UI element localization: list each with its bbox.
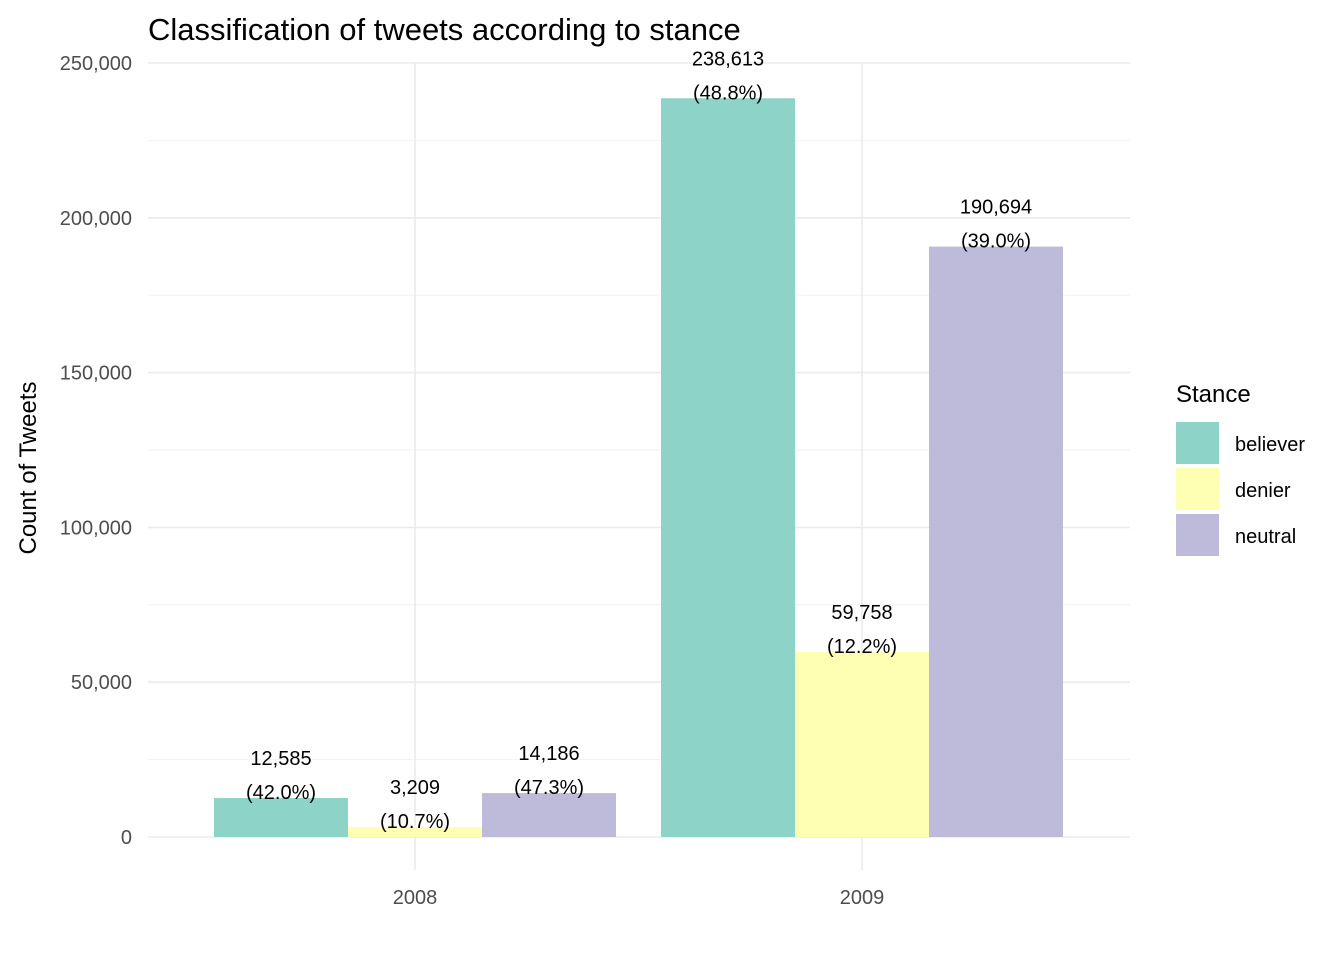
- data-label-count: 12,585: [250, 748, 311, 770]
- x-tick-label: 2009: [840, 887, 885, 909]
- data-labels: 12,585 (42.0%) 238,613 (48.8%) 3,209 (10.7%) 5…: [246, 48, 1032, 833]
- chart-title: Classification of tweets according to st…: [148, 12, 741, 47]
- data-label-percent: (48.8%): [693, 82, 763, 104]
- bar-neutral-2008: [482, 793, 616, 837]
- y-tick-label: 250,000: [60, 53, 132, 75]
- bar-denier-2008: [348, 827, 482, 837]
- legend-label-denier: denier: [1235, 480, 1291, 502]
- data-label-percent: (47.3%): [514, 777, 584, 799]
- y-tick-label: 150,000: [60, 363, 132, 385]
- legend-key-denier: [1176, 468, 1219, 510]
- y-axis-label: Count of Tweets: [15, 382, 42, 555]
- legend-key-neutral: [1176, 514, 1219, 556]
- data-label-percent: (12.2%): [827, 636, 897, 658]
- x-tick-label: 2008: [393, 887, 438, 909]
- legend-title: Stance: [1176, 381, 1251, 408]
- y-tick-label: 200,000: [60, 208, 132, 230]
- y-tick-label: 100,000: [60, 517, 132, 539]
- data-label-count: 59,758: [831, 602, 892, 624]
- y-axis: 0 50,000 100,000 150,000 200,000 250,000: [60, 53, 132, 849]
- data-label-percent: (42.0%): [246, 782, 316, 804]
- bar-believer-2008: [214, 798, 348, 837]
- data-label-count: 3,209: [390, 777, 440, 799]
- data-label-count: 190,694: [960, 197, 1032, 219]
- bars: [214, 98, 1063, 837]
- data-label-count: 238,613: [692, 48, 764, 70]
- y-tick-label: 50,000: [71, 672, 132, 694]
- data-label-percent: (39.0%): [961, 231, 1031, 253]
- data-label-percent: (10.7%): [380, 811, 450, 833]
- bar-neutral-2009: [929, 246, 1063, 837]
- bar-believer-2009: [661, 98, 795, 837]
- y-tick-label: 0: [121, 827, 132, 849]
- legend-label-neutral: neutral: [1235, 526, 1296, 548]
- legend-label-believer: believer: [1235, 434, 1305, 456]
- data-label-count: 14,186: [518, 743, 579, 765]
- x-axis: 2008 2009: [393, 887, 885, 909]
- legend-key-believer: [1176, 422, 1219, 464]
- bar-denier-2009: [795, 651, 929, 837]
- legend: Stance believer denier neutral: [1176, 381, 1305, 556]
